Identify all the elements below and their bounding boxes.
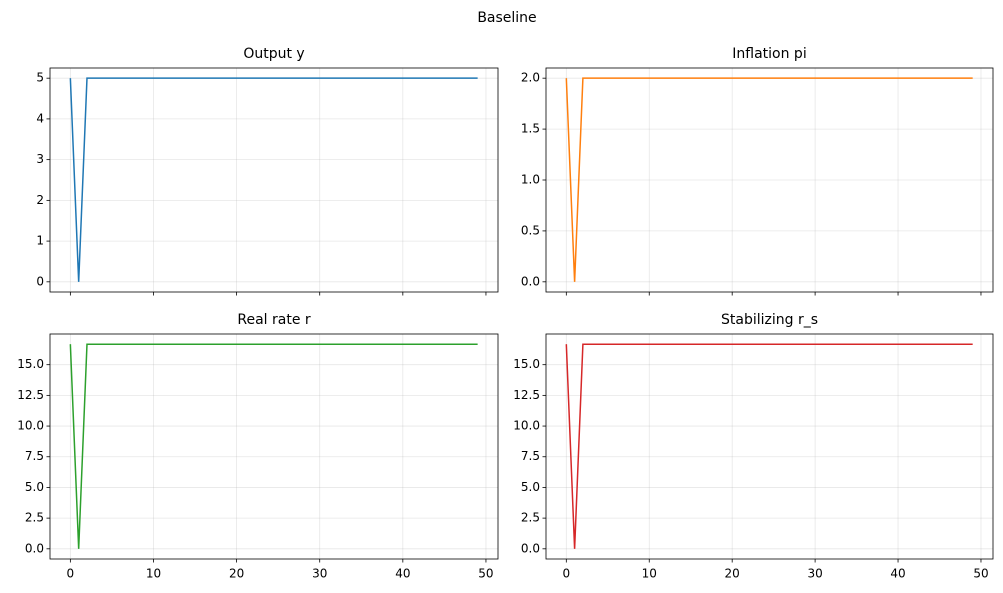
x-tick-label: 30 [807,567,822,581]
series-line [69,343,478,549]
y-tick-label: 0.0 [25,541,44,555]
y-tick-label: 2.5 [521,511,540,525]
x-tick-label: 10 [642,567,657,581]
y-tick-label: 10.0 [17,419,44,433]
x-tick-label: 10 [146,567,161,581]
y-tick-label: 12.5 [17,388,44,402]
subplot-title: Stabilizing r_s [721,312,818,328]
y-tick-label: 0 [36,274,44,288]
x-tick-label: 40 [395,567,410,581]
x-tick-label: 50 [973,567,988,581]
x-tick-label: 30 [312,567,327,581]
y-tick-label: 5.0 [521,480,540,494]
y-tick-label: 2.5 [25,511,44,525]
y-tick-label: 4 [36,111,44,125]
y-tick-label: 0.0 [521,541,540,555]
y-tick-label: 0.0 [521,274,540,288]
axes-frame [49,333,499,560]
y-tick-label: 15.0 [513,357,540,371]
y-tick-label: 7.5 [25,449,44,463]
y-tick-label: 1 [36,234,44,248]
y-tick-label: 12.5 [513,388,540,402]
subplot-title: Inflation pi [732,46,806,62]
x-tick-label: 20 [725,567,740,581]
y-tick-label: 5 [36,71,44,85]
figure-title: Baseline [477,10,536,26]
y-tick-label: 5.0 [25,480,44,494]
y-tick-label: 15.0 [17,357,44,371]
y-tick-label: 7.5 [521,449,540,463]
y-tick-label: 3 [36,152,44,166]
series-line [565,343,973,549]
y-tick-label: 1.5 [521,122,540,136]
x-tick-label: 50 [478,567,493,581]
axes-frame [545,333,994,560]
x-tick-label: 0 [562,567,570,581]
series-line [565,77,973,282]
subplot-title: Output y [243,46,304,62]
x-tick-label: 20 [229,567,244,581]
y-tick-label: 0.5 [521,223,540,237]
y-tick-label: 1.0 [521,173,540,187]
axes-frame [49,67,499,293]
series-line [69,77,478,282]
subplot-title: Real rate r [237,312,311,328]
y-tick-label: 2 [36,193,44,207]
y-tick-label: 10.0 [513,419,540,433]
y-tick-label: 2.0 [521,71,540,85]
x-tick-label: 0 [67,567,75,581]
axes-frame [545,67,994,293]
x-tick-label: 40 [890,567,905,581]
